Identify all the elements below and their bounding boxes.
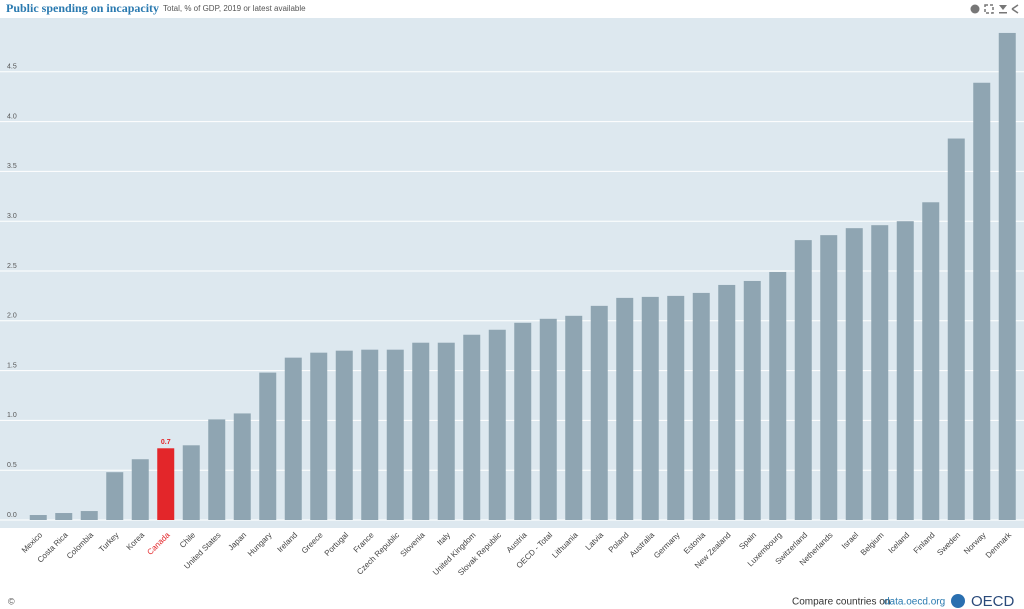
bar [29, 515, 47, 520]
bar [386, 349, 404, 520]
bar [437, 342, 455, 520]
y-tick-label: 2.5 [7, 263, 17, 270]
x-tick-label: Denmark [984, 530, 1014, 560]
x-tick-label: Austria [505, 530, 529, 554]
share-icon[interactable] [1011, 4, 1019, 14]
bar [820, 235, 838, 520]
y-tick-label: 4.5 [7, 64, 17, 71]
bar [616, 297, 634, 520]
bar [131, 459, 149, 520]
bar [845, 228, 863, 520]
bar [335, 350, 353, 520]
x-tick-label: Belgium [859, 530, 886, 557]
chart-title: Public spending on incapacity [6, 1, 159, 15]
bar [55, 513, 73, 520]
info-icon[interactable] [970, 4, 980, 14]
bar [743, 280, 761, 520]
bar [718, 284, 736, 520]
bar [998, 32, 1016, 520]
bar [590, 305, 608, 520]
logo-text: OECD [971, 593, 1015, 609]
bar [539, 318, 557, 520]
bar [565, 315, 583, 520]
bar [641, 296, 659, 520]
x-tick-label: Japan [226, 531, 248, 553]
download-icon[interactable] [999, 5, 1007, 14]
x-tick-label: Lithuania [550, 530, 580, 560]
y-tick-label: 4.0 [7, 113, 17, 120]
bar [284, 357, 302, 520]
copyright: © [8, 596, 15, 606]
bar [794, 240, 812, 521]
x-tick-label: Mexico [20, 530, 45, 555]
x-tick-label: Poland [607, 531, 631, 555]
y-tick-label: 0.0 [7, 512, 17, 519]
x-tick-label: Slovenia [399, 530, 427, 558]
x-tick-label: Chile [178, 530, 198, 550]
bar [233, 413, 251, 520]
toolbar[interactable] [970, 4, 1019, 14]
bar [106, 472, 124, 520]
bar [488, 329, 506, 520]
x-tick-label: Portugal [323, 530, 351, 558]
bar [182, 445, 200, 520]
x-tick-label: Sweden [935, 531, 962, 558]
x-tick-label: Greece [300, 530, 325, 555]
x-tick-label: Finland [912, 531, 937, 556]
bar [463, 334, 481, 520]
plot-background [0, 18, 1024, 528]
logo-mark [951, 594, 965, 608]
x-tick-label: Italy [435, 531, 452, 548]
x-tick-label: Turkey [97, 531, 120, 554]
bar [667, 295, 685, 520]
bar [973, 82, 991, 521]
bar [769, 271, 787, 520]
bar [361, 349, 379, 520]
y-tick-label: 3.0 [7, 213, 17, 220]
x-tick-label: Iceland [887, 531, 912, 556]
x-tick-label: Germany [652, 531, 682, 561]
footer-text: Compare countries on [792, 597, 890, 608]
y-tick-label: 2.0 [7, 313, 17, 320]
footer-link[interactable]: data.oecd.org [884, 597, 945, 608]
y-tick-label: 1.5 [7, 362, 17, 369]
bar [922, 202, 940, 520]
y-tick-label: 1.0 [7, 412, 17, 419]
x-tick-label: Canada [145, 530, 172, 557]
y-tick-label: 0.5 [7, 462, 17, 469]
bar [310, 352, 328, 520]
x-tick-label: France [352, 530, 376, 554]
x-tick-label: Hungary [246, 531, 274, 559]
x-tick-label: Spain [737, 531, 758, 552]
bar [208, 419, 226, 520]
expand-icon[interactable] [984, 4, 994, 14]
x-tick-label: Ireland [275, 531, 299, 555]
x-tick-label: Israel [840, 530, 860, 550]
bar [514, 322, 532, 520]
chart-subtitle: Total, % of GDP, 2019 or latest availabl… [163, 4, 306, 13]
bar [157, 448, 175, 520]
value-label: 0.7 [161, 439, 171, 446]
x-tick-label: Colombia [65, 530, 96, 561]
bar [412, 342, 430, 520]
x-tick-label: Korea [125, 530, 147, 552]
bar [259, 372, 277, 520]
bar [80, 511, 98, 520]
bar [871, 225, 889, 521]
bar [947, 138, 965, 521]
x-tick-label: Latvia [584, 530, 606, 552]
y-tick-label: 3.5 [7, 163, 17, 170]
bar [692, 292, 710, 520]
bar [896, 221, 914, 520]
